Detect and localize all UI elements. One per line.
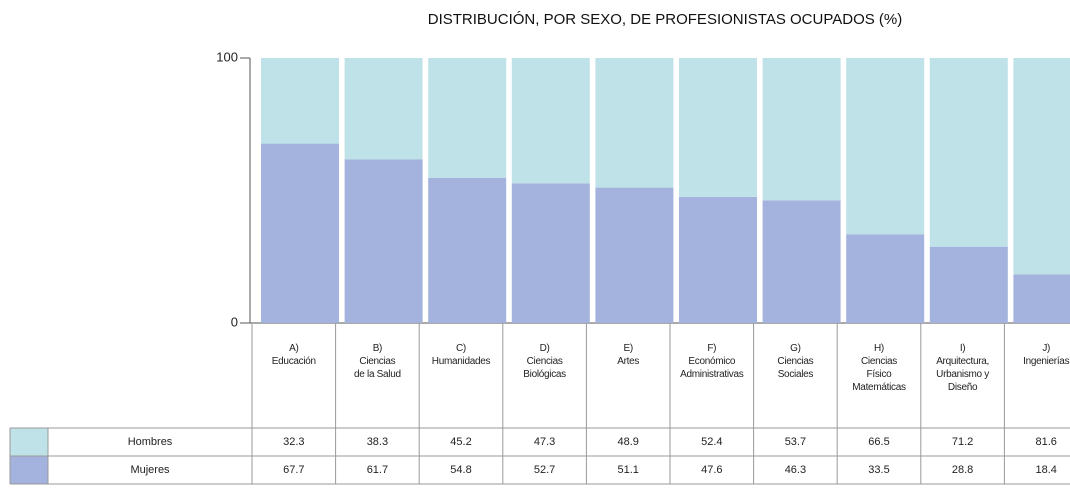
table-value: 38.3 [367,436,388,448]
table-value: 46.3 [785,464,806,476]
bar-segment [428,177,507,323]
category-label: F) Económico Administrativas [680,343,744,380]
table-value: 52.4 [701,436,722,448]
table-value: 54.8 [450,464,471,476]
table-value: 45.2 [450,436,471,448]
category-label: G) Ciencias Sociales [777,343,814,380]
bar-segment [846,234,925,323]
legend-swatch [10,456,48,484]
table-value: 18.4 [1035,464,1056,476]
category-label: D) Ciencias Biológicas [523,343,566,380]
table-value: 71.2 [952,436,973,448]
table-value: 48.9 [617,436,638,448]
bar-segment [511,183,590,323]
table-value: 81.6 [1035,436,1056,448]
category-label: I) Arquitectura, Urbanismo y Diseño [936,343,989,393]
category-label: H) Ciencias Físico Matemáticas [852,343,906,393]
bar-segment [679,58,757,197]
table-value: 47.3 [534,436,555,448]
legend-swatch [10,428,48,456]
bar-segment [679,196,757,323]
legend-label: Mujeres [130,464,170,476]
table-value: 52.7 [534,464,555,476]
category-label: B) Ciencias de la Salud [354,343,401,380]
bar-segment [595,187,674,323]
table-value: 66.5 [868,436,889,448]
category-label: A) Educación [271,343,316,367]
table-value: 51.1 [617,464,638,476]
bar-segment [261,58,339,144]
table-value: 53.7 [785,436,806,448]
bar-segment [846,58,925,235]
bar-segment [762,58,841,201]
bar-segment [762,200,841,323]
y-tick-label: 100 [216,49,238,64]
bar-segment [344,58,423,160]
bar-segment [261,143,339,323]
table-value: 32.3 [283,436,304,448]
table-value: 67.7 [283,464,304,476]
table-value: 33.5 [868,464,889,476]
bar-segment [428,58,507,178]
bar-segment [1013,274,1070,323]
bar-segment [929,246,1008,323]
bar-segment [511,58,590,184]
bar-segment [929,58,1008,247]
bar-segment [1013,58,1070,275]
table-value: 61.7 [367,464,388,476]
chart-title: DISTRIBUCIÓN, POR SEXO, DE PROFESIONISTA… [428,11,903,28]
y-tick-label: 0 [231,314,238,329]
category-label: E) Artes [617,343,640,367]
table-value: 47.6 [701,464,722,476]
category-label: J) Ingenierías [1023,343,1070,367]
category-label: C) Humanidades [431,343,491,367]
legend-label: Hombres [128,436,173,448]
bar-segment [344,159,423,323]
bar-segment [595,58,674,188]
table-value: 28.8 [952,464,973,476]
